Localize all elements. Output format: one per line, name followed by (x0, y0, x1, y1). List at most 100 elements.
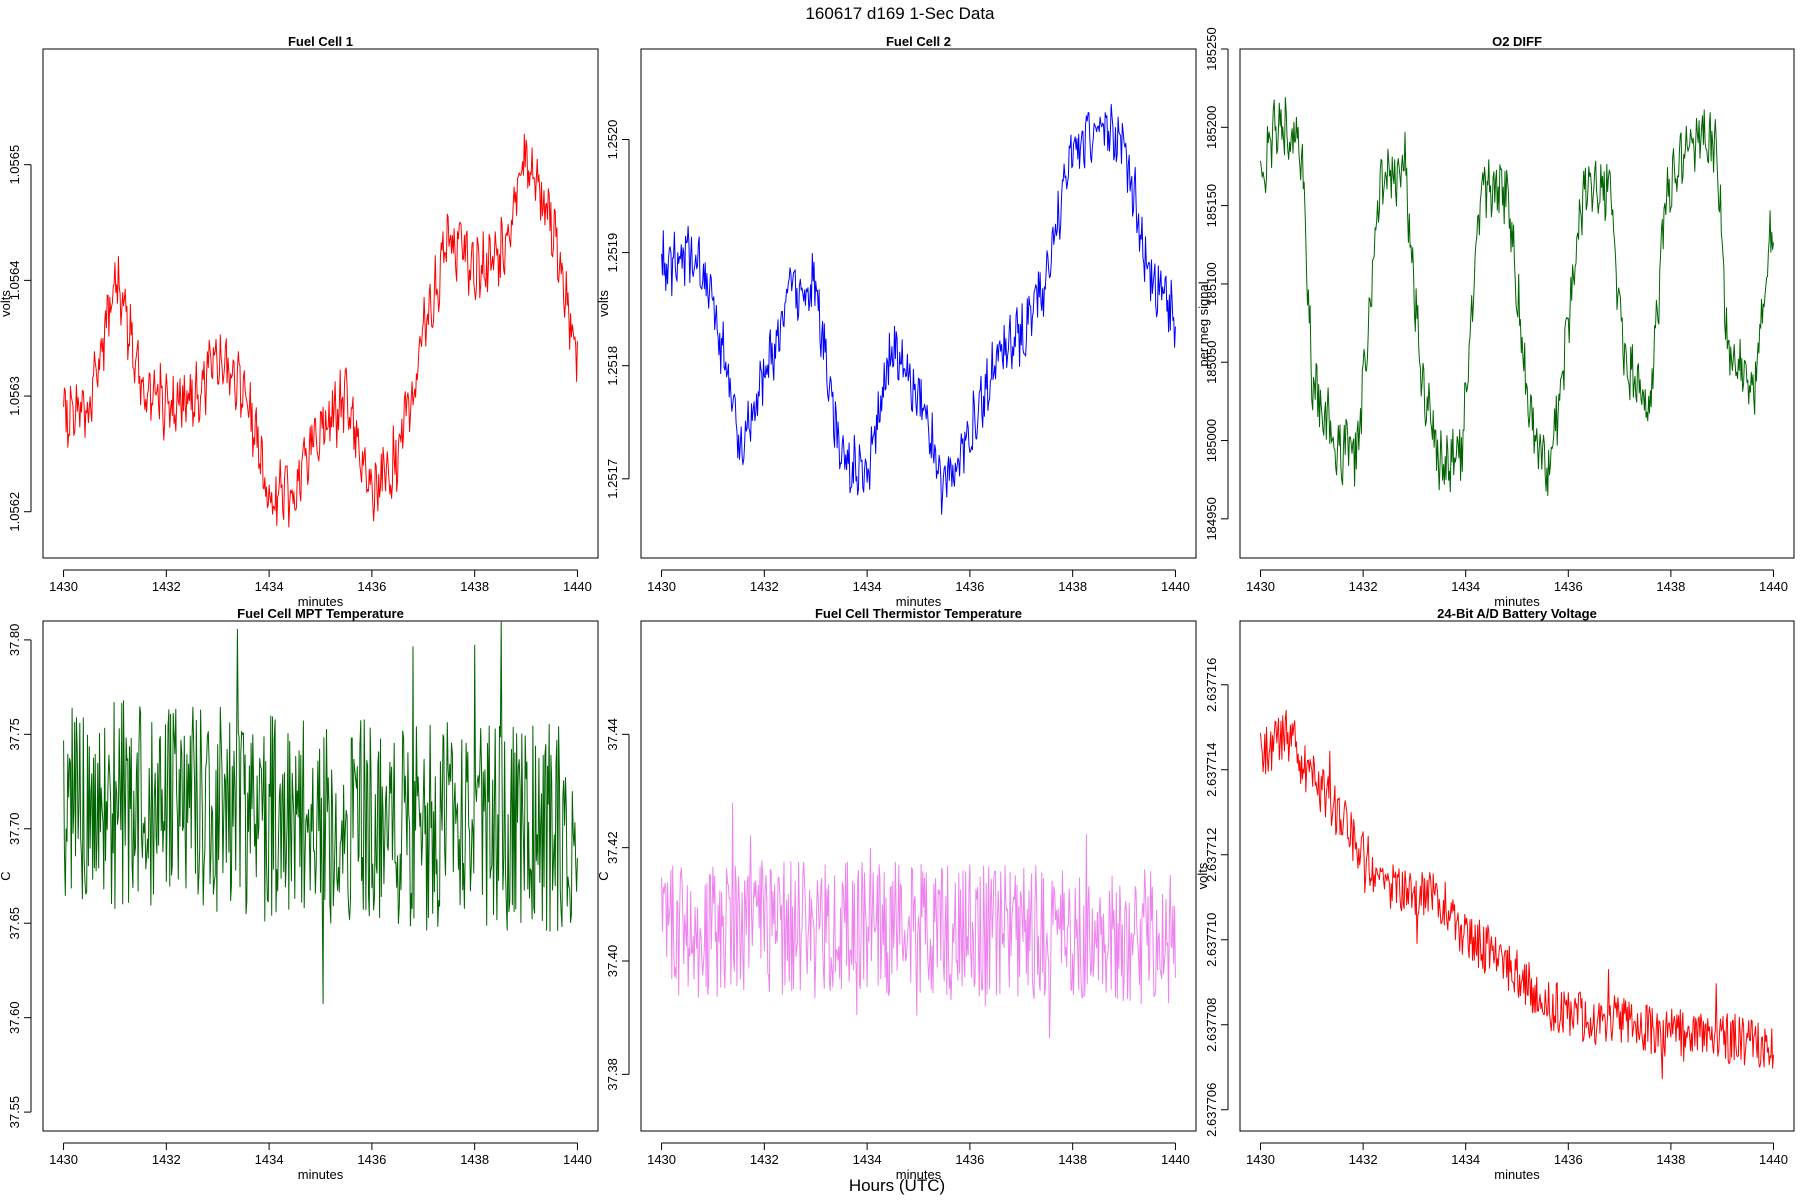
data-series-line (1260, 97, 1774, 497)
y-tick-label: 1.2518 (605, 346, 620, 386)
panel-title: Fuel Cell 2 (886, 34, 951, 49)
y-tick-label: 185000 (1204, 419, 1219, 462)
chart-panel-3: O2 DIFF 1430 1432 1434 1436 1438 1440 minutes 18… (1196, 27, 1795, 609)
x-axis-label: minutes (896, 1167, 942, 1182)
x-tick-label: 1438 (1656, 579, 1685, 594)
y-tick-label: 185050 (1204, 341, 1219, 384)
x-tick-label: 1432 (152, 1152, 181, 1167)
x-tick-label: 1434 (255, 579, 284, 594)
y-tick-label: 37.55 (7, 1096, 22, 1129)
panel-title: Fuel Cell 1 (288, 34, 353, 49)
panel-title: 24-Bit A/D Battery Voltage (1437, 606, 1597, 621)
y-tick-label: 37.60 (7, 1001, 22, 1034)
x-tick-label: 1430 (49, 1152, 78, 1167)
panel-title: O2 DIFF (1492, 34, 1542, 49)
x-tick-label: 1438 (1058, 579, 1087, 594)
x-tick-label: 1434 (853, 1152, 882, 1167)
plot-frame (42, 48, 599, 559)
y-tick-label: 37.44 (605, 718, 620, 751)
x-axis-label: minutes (1494, 1167, 1540, 1182)
x-tick-label: 1436 (955, 1152, 984, 1167)
y-axis-label: volts (596, 290, 611, 317)
y-tick-label: 185100 (1204, 262, 1219, 305)
x-tick-label: 1438 (1656, 1152, 1685, 1167)
x-axis-label: minutes (298, 1167, 344, 1182)
data-series-line (1260, 709, 1774, 1080)
y-tick-label: 1.0562 (7, 492, 22, 532)
x-tick-label: 1432 (1349, 579, 1378, 594)
y-tick-label: 185250 (1204, 27, 1219, 70)
y-tick-label: 37.70 (7, 813, 22, 846)
x-tick-label: 1440 (1759, 1152, 1788, 1167)
y-axis-label: C (596, 871, 611, 880)
y-tick-label: 1.2517 (605, 459, 620, 499)
x-axis-label: minutes (298, 594, 344, 609)
chart-panel-4: Fuel Cell MPT Temperature 1430 1432 1434 143… (0, 606, 599, 1182)
y-tick-label: 37.80 (7, 624, 22, 657)
y-axis-label: volts (0, 290, 13, 317)
x-tick-label: 1432 (750, 1152, 779, 1167)
y-tick-label: 185150 (1204, 184, 1219, 227)
plot-frame (640, 48, 1197, 559)
y-tick-label: 37.38 (605, 1058, 620, 1091)
plot-frame (42, 620, 599, 1132)
x-tick-label: 1434 (853, 579, 882, 594)
y-tick-label: 2.637716 (1204, 658, 1219, 712)
x-tick-label: 1430 (647, 1152, 676, 1167)
x-tick-label: 1438 (460, 1152, 489, 1167)
x-tick-label: 1430 (1246, 579, 1275, 594)
y-tick-label: 1.0563 (7, 376, 22, 416)
chart-panel-5: Fuel Cell Thermistor Temperature 1430 1432… (596, 606, 1197, 1182)
x-tick-label: 1438 (1058, 1152, 1087, 1167)
bottom-axis-label: Hours (UTC) (849, 1176, 945, 1195)
chart-panel-1: Fuel Cell 1 1430 1432 1434 1436 1438 1440 minut… (0, 34, 599, 609)
x-tick-label: 1432 (1349, 1152, 1378, 1167)
x-tick-label: 1430 (1246, 1152, 1275, 1167)
chart-panel-2: Fuel Cell 2 1430 1432 1434 1436 1438 1440 minut… (596, 34, 1197, 609)
y-tick-label: 1.2520 (605, 120, 620, 160)
y-tick-label: 184950 (1204, 497, 1219, 540)
x-axis-label: minutes (1494, 594, 1540, 609)
x-tick-label: 1434 (1451, 579, 1480, 594)
x-tick-label: 1440 (1161, 579, 1190, 594)
y-tick-label: 37.75 (7, 718, 22, 751)
x-tick-label: 1440 (563, 1152, 592, 1167)
y-tick-label: 37.65 (7, 907, 22, 940)
y-tick-label: 1.2519 (605, 233, 620, 273)
x-tick-label: 1432 (750, 579, 779, 594)
x-tick-label: 1430 (49, 579, 78, 594)
x-tick-label: 1434 (255, 1152, 284, 1167)
panel-title: Fuel Cell MPT Temperature (237, 606, 404, 621)
plot-frame (640, 620, 1197, 1132)
x-tick-label: 1434 (1451, 1152, 1480, 1167)
plot-frame (1239, 620, 1795, 1132)
y-tick-label: 2.637714 (1204, 743, 1219, 797)
y-tick-label: 37.42 (605, 831, 620, 864)
panel-title: Fuel Cell Thermistor Temperature (815, 606, 1022, 621)
data-series-line (63, 620, 578, 1004)
plot-frame (1239, 48, 1795, 559)
x-axis-label: minutes (896, 594, 942, 609)
y-tick-label: 1.0565 (7, 145, 22, 185)
x-tick-label: 1440 (563, 579, 592, 594)
main-title: 160617 d169 1-Sec Data (805, 4, 995, 23)
x-tick-label: 1438 (460, 579, 489, 594)
x-tick-label: 1436 (357, 1152, 386, 1167)
y-tick-label: 1.0564 (7, 260, 22, 300)
y-axis-label: volts (1195, 862, 1210, 889)
x-tick-label: 1436 (357, 579, 386, 594)
y-axis-label: C (0, 871, 13, 880)
y-tick-label: 2.637712 (1204, 828, 1219, 882)
x-tick-label: 1432 (152, 579, 181, 594)
data-series-line (661, 802, 1176, 1039)
x-tick-label: 1440 (1161, 1152, 1190, 1167)
data-series-line (63, 133, 578, 528)
data-series-line (661, 103, 1176, 515)
y-tick-label: 2.637708 (1204, 998, 1219, 1052)
x-tick-label: 1440 (1759, 579, 1788, 594)
y-tick-label: 185200 (1204, 106, 1219, 149)
y-axis-label: per meg signal (1196, 281, 1211, 366)
y-tick-label: 37.40 (605, 945, 620, 978)
chart-panel-6: 24-Bit A/D Battery Voltage 1430 1432 1434 14… (1195, 606, 1795, 1167)
